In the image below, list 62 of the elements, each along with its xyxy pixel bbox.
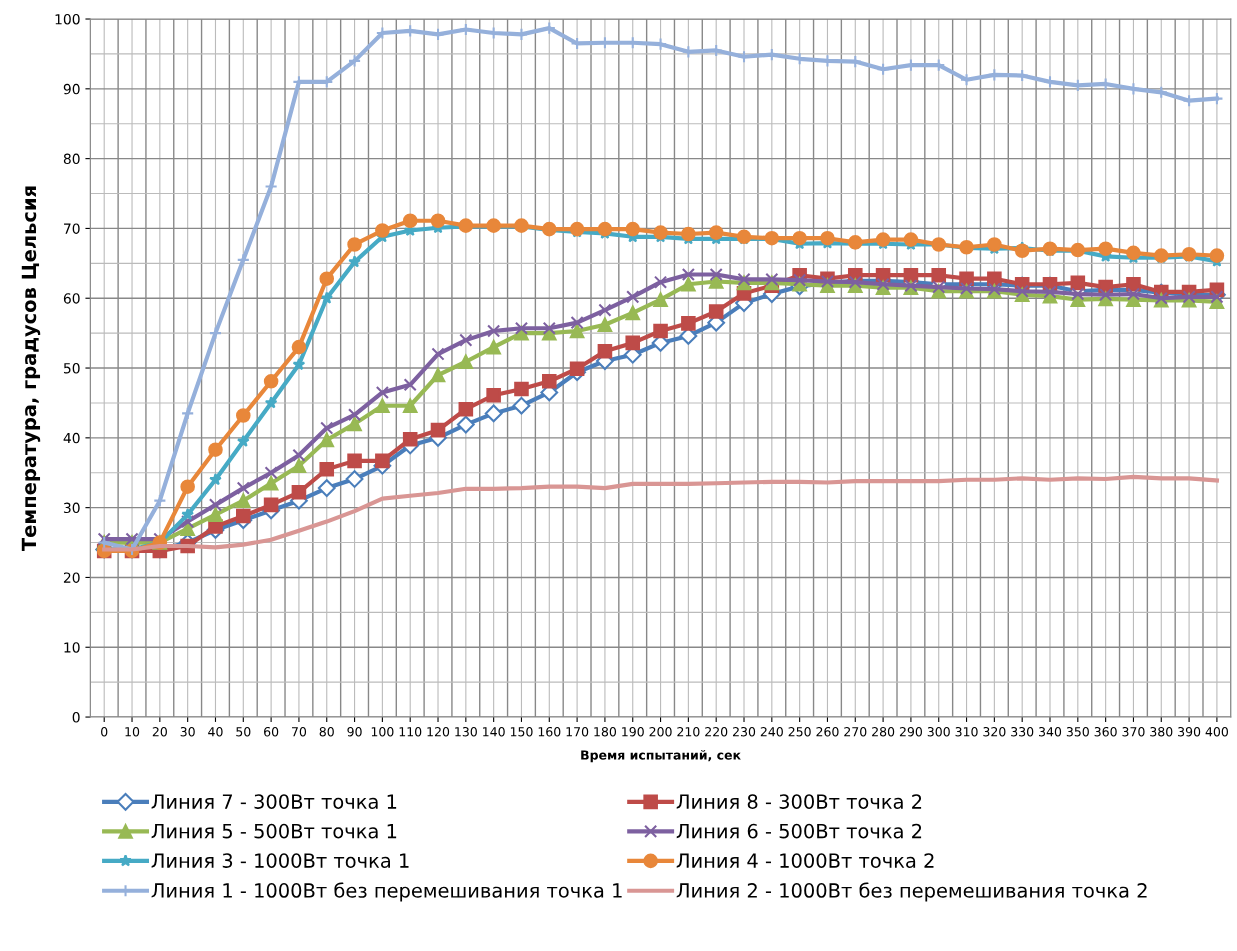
x-tick-label: 160 [538,727,561,737]
x-tick-label: 360 [1094,727,1117,737]
x-tick-label: 30 [180,727,195,737]
y-tick-label: 70 [64,223,80,234]
y-tick-label: 30 [63,502,80,514]
x-tick-label: 280 [872,727,895,737]
x-tick-label: 250 [788,727,811,737]
y-tick-label: 60 [63,293,80,304]
x-tick-label: 190 [622,727,644,737]
x-tick-label: 230 [733,727,756,737]
x-tick-label: 10 [125,727,140,737]
y-tick-label: 10 [64,642,80,653]
legend-label: Линия 5 - 500Вт точка 1 [151,823,397,839]
x-tick-label: 370 [1122,727,1145,737]
legend-label: Линия 6 - 500Вт точка 2 [676,823,922,839]
x-tick-label: 390 [1178,727,1201,737]
x-tick-label: 140 [483,727,505,737]
x-tick-label: 350 [1066,727,1089,737]
x-tick-label: 80 [319,727,334,737]
x-tick-label: 310 [955,727,978,737]
x-tick-label: 290 [899,727,923,737]
x-tick-label: 380 [1150,727,1173,737]
y-tick-label: 90 [63,83,80,95]
y-axis-title: Температура, градусов Цельсия [21,186,41,551]
legend-label: Линия 1 - 1000Вт без перемешивания точка 1 [151,882,622,902]
x-tick-label: 200 [649,727,672,737]
x-tick-label: 100 [371,727,394,737]
y-tick-label: 0 [72,712,80,723]
x-tick-label: 300 [927,727,950,737]
x-tick-label: 270 [844,727,867,737]
legend-label: Линия 7 - 300Вт точка 1 [151,794,397,809]
x-tick-label: 330 [1011,727,1034,737]
x-tick-label: 40 [208,727,223,737]
x-tick-label: 90 [347,727,362,737]
x-tick-label: 70 [292,727,307,737]
x-tick-label: 340 [1039,727,1062,737]
x-tick-label: 210 [677,727,700,737]
x-tick-label: 120 [427,727,450,737]
x-tick-label: 0 [101,727,108,737]
y-tick-label: 80 [63,153,80,165]
x-tick-label: 130 [455,727,477,737]
y-tick-label: 100 [55,13,80,25]
x-tick-label: 320 [983,727,1006,737]
x-tick-label: 170 [566,727,589,737]
legend-label: Линия 8 - 300Вт точка 2 [676,794,922,809]
y-tick-label: 20 [63,572,80,583]
x-tick-label: 150 [510,727,533,737]
legend-label: Линия 2 - 1000Вт без перемешивания точка 2 [676,882,1147,902]
x-tick-label: 220 [705,727,728,737]
x-tick-label: 260 [816,727,839,737]
legend-label: Линия 4 - 1000Вт точка 2 [676,853,934,868]
y-tick-label: 50 [63,363,80,374]
x-tick-label: 180 [594,727,617,737]
x-tick-label: 400 [1205,727,1229,737]
x-tick-label: 110 [399,727,422,737]
x-axis-title: Время испытаний, сек [581,749,741,763]
y-tick-label: 40 [63,432,80,444]
x-tick-label: 60 [264,727,279,737]
legend-label: Линия 3 - 1000Вт точка 1 [151,853,409,868]
x-tick-label: 20 [152,727,167,737]
x-tick-label: 50 [236,727,251,737]
x-tick-label: 240 [760,727,783,737]
